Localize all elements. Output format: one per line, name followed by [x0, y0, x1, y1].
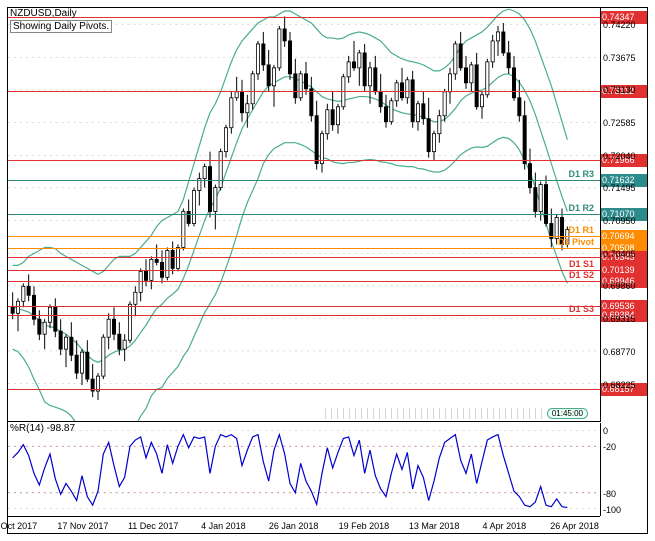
chart-subtitle: Showing Daily Pivots.: [10, 20, 112, 33]
y-tick-label: 0.73130: [603, 85, 636, 95]
candle-countdown: 01:45:00: [547, 408, 588, 419]
y-tick-label: 0.71495: [603, 183, 636, 193]
y-tick-label: -100: [603, 505, 621, 515]
y-tick-label: 0.70950: [603, 216, 636, 226]
level-line: [8, 270, 600, 271]
y-tick-label: -80: [603, 489, 616, 499]
future-bars-grid: [325, 408, 545, 419]
x-tick-label: 17 Nov 2017: [57, 521, 108, 531]
wpr-chart-svg: [8, 423, 600, 516]
pivot-label: D1 Pivot: [558, 237, 594, 247]
y-tick-label: 0: [603, 426, 608, 436]
y-tick-label: 0.68770: [603, 347, 636, 357]
level-line: [8, 257, 600, 258]
level-line: [8, 91, 600, 92]
level-line: [8, 17, 600, 18]
price-y-axis: 0.74220 0.73675 0.73130 0.72585 0.72040 0.714…: [600, 8, 647, 422]
x-tick-label: 13 Mar 2018: [409, 521, 460, 531]
y-tick-label: 0.72585: [603, 118, 636, 128]
y-tick-label: 0.73675: [603, 53, 636, 63]
x-tick-label: 26 Apr 2018: [550, 521, 599, 531]
level-line: [8, 180, 600, 181]
y-tick-label: 0.72040: [603, 151, 636, 161]
x-tick-label: 19 Feb 2018: [339, 521, 390, 531]
indicator-y-axis: 0 -20 -80 -100: [600, 423, 647, 516]
pivot-label: D1 R2: [568, 203, 594, 213]
x-tick-label: 11 Dec 2017: [128, 521, 178, 531]
chart-container: NZDUSD,Daily Showing Daily Pivots. 01:45…: [7, 7, 648, 534]
y-tick-label: 0.74220: [603, 20, 636, 30]
level-line: [8, 214, 600, 215]
pivot-label: D1 R1: [568, 225, 594, 235]
indicator-panel[interactable]: %R(14) -98.87: [8, 423, 600, 516]
pivot-label: D1 S1: [569, 259, 594, 269]
level-line: [8, 160, 600, 161]
level-line: [8, 306, 600, 307]
indicator-label: %R(14) -98.87: [10, 423, 75, 434]
level-line: [8, 389, 600, 390]
chart-title: NZDUSD,Daily: [10, 8, 77, 19]
x-tick-label: 4 Jan 2018: [201, 521, 246, 531]
level-line: [8, 315, 600, 316]
y-tick-label: 0.70405: [603, 249, 636, 259]
y-tick-label: 0.69860: [603, 281, 636, 291]
x-tick-label: 26 Jan 2018: [269, 521, 319, 531]
level-line: [8, 248, 600, 249]
time-x-axis: 26 Oct 201717 Nov 201711 Dec 20174 Jan 2…: [8, 516, 600, 533]
main-price-panel[interactable]: NZDUSD,Daily Showing Daily Pivots. 01:45…: [8, 8, 600, 422]
y-tick-label: 0.68225: [603, 380, 636, 390]
y-tick-label: -20: [603, 442, 616, 452]
pivot-label: D1 S2: [569, 270, 594, 280]
x-tick-label: 4 Apr 2018: [483, 521, 527, 531]
y-tick-label: 0.69315: [603, 314, 636, 324]
level-line: [8, 281, 600, 282]
pivot-label: D1 S3: [569, 304, 594, 314]
x-tick-label: 26 Oct 2017: [0, 521, 37, 531]
level-line: [8, 236, 600, 237]
pivot-label: D1 R3: [568, 169, 594, 179]
